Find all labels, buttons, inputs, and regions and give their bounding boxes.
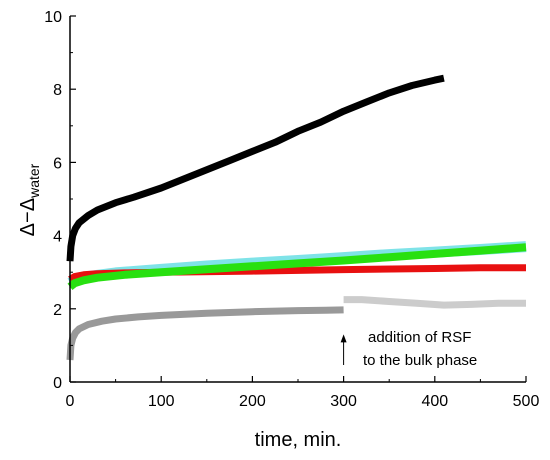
y-ticks: 0 2 4 6 8 10 [44,9,76,392]
y-tick-label: 10 [44,9,62,26]
x-tick-label: 200 [239,393,266,410]
x-tick-label: 0 [66,393,75,410]
annotation: addition of RSF to the bulk phase [340,329,477,369]
y-tick-label: 4 [53,229,62,246]
series-line-5 [66,306,344,361]
plot-series [66,74,527,361]
y-tick-label: 8 [53,82,62,99]
y-axis-label: Δ−Δwater [17,163,42,236]
x-axis-label: time, min. [255,429,342,451]
series-line-1 [66,74,445,262]
series-line-4 [67,243,527,290]
y-tick-label: 2 [53,302,62,319]
series-line-6 [343,296,526,309]
y-axis-label-sub: water [26,163,42,199]
annotation-line-1: addition of RSF [368,329,471,346]
y-axis-label-main: Δ−Δ [17,198,39,236]
x-tick-label: 300 [330,393,357,410]
y-tick-label: 0 [53,375,62,392]
x-tick-label: 500 [513,393,540,410]
x-ticks: 0 100 200 300 400 500 [66,376,540,410]
x-tick-label: 400 [421,393,448,410]
annotation-arrowhead [340,334,347,343]
y-tick-label: 6 [53,155,62,172]
x-tick-label: 100 [148,393,175,410]
annotation-line-2: to the bulk phase [363,352,477,369]
